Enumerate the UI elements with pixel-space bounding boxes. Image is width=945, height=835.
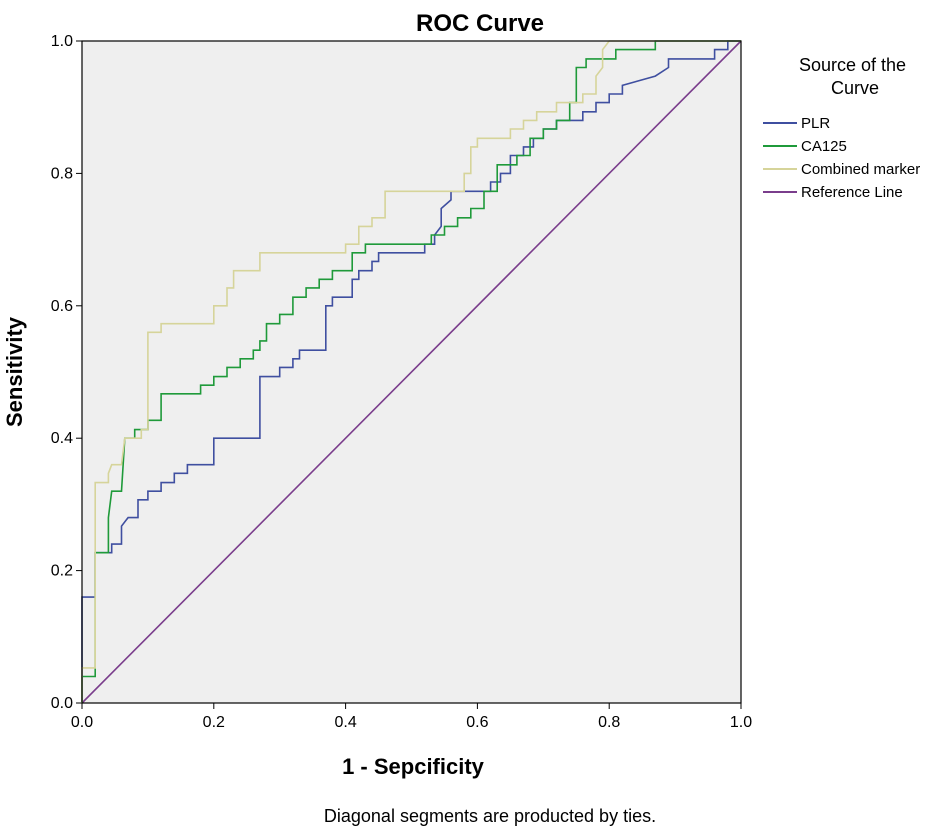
plot-frame — [81, 40, 742, 704]
legend-title: Source of the Curve — [799, 55, 911, 98]
x-tick-label: 1.0 — [730, 714, 752, 731]
legend: Source of the Curve PLR CA125 Combined mar… — [763, 55, 920, 201]
x-tick-label: 0.6 — [466, 714, 488, 731]
series-line-reference-line — [81, 40, 742, 704]
x-tick-label: 0.8 — [598, 714, 620, 731]
x-axis-ticks: 0.0 0.2 0.4 0.6 0.8 1.0 — [71, 703, 752, 731]
legend-label-plr: PLR — [801, 115, 830, 132]
x-tick-label: 0.2 — [203, 714, 225, 731]
chart-title: ROC Curve — [416, 10, 544, 37]
y-axis-label: Sensitivity — [2, 316, 27, 427]
series-layer — [81, 40, 742, 704]
y-tick-label: 0.8 — [51, 165, 73, 182]
series-line-combined-marker — [81, 40, 741, 703]
y-tick-label: 0.6 — [51, 298, 73, 315]
legend-title-line-1: Source of the — [799, 55, 906, 75]
y-tick-label: 0.2 — [51, 563, 73, 580]
x-tick-label: 0.0 — [71, 714, 93, 731]
y-tick-label: 0.0 — [51, 695, 73, 712]
y-axis-ticks: 0.0 0.2 0.4 0.6 0.8 1.0 — [51, 33, 82, 712]
series-line-ca125 — [81, 40, 741, 703]
legend-label-ca125: CA125 — [801, 138, 847, 155]
legend-items: PLR CA125 Combined marker Reference Line — [763, 115, 920, 201]
y-tick-label: 0.4 — [51, 430, 73, 447]
series-line-plr — [81, 40, 741, 703]
x-tick-label: 0.4 — [334, 714, 356, 731]
legend-label-reference-line: Reference Line — [801, 184, 903, 201]
x-axis-label: 1 - Sepcificity — [342, 754, 485, 779]
legend-label-combined-marker: Combined marker — [801, 161, 920, 178]
legend-title-line-2: Curve — [831, 78, 879, 98]
y-tick-label: 1.0 — [51, 33, 73, 50]
footnote: Diagonal segments are producted by ties. — [324, 806, 656, 826]
